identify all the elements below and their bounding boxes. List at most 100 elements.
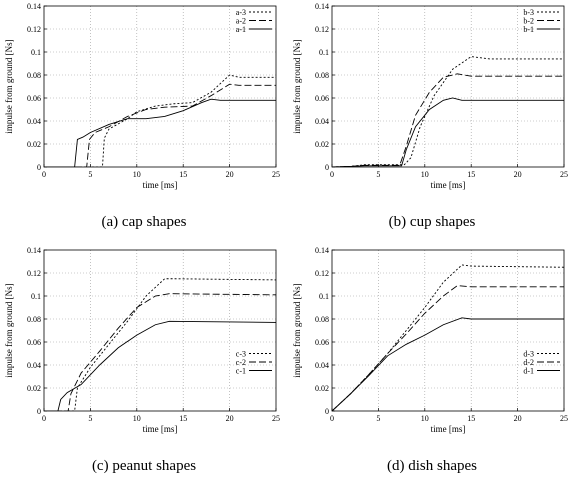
y-tick-label: 0.04 xyxy=(315,361,329,370)
y-tick-label: 0.1 xyxy=(31,48,41,57)
y-tick-label: 0.1 xyxy=(319,292,329,301)
x-tick-label: 0 xyxy=(330,414,334,423)
legend-label-b-2: b-2 xyxy=(523,17,534,26)
y-tick-label: 0 xyxy=(325,407,329,416)
x-tick-label: 20 xyxy=(514,170,522,179)
x-tick-label: 25 xyxy=(272,414,280,423)
legend-label-c-1: c-1 xyxy=(236,367,246,376)
chart-caption-a: (a) cap shapes xyxy=(101,214,187,230)
y-tick-label: 0.06 xyxy=(315,94,329,103)
chart-panel-b: 0 5 10 15 20 25 0 0.02 0.04 0.06 0.08 0.1 0.12 0.14 ti… xyxy=(288,0,576,242)
chart-caption-b: (b) cup shapes xyxy=(388,214,476,230)
y-tick-label: 0 xyxy=(37,163,41,172)
legend-label-d-2: d-2 xyxy=(523,358,534,367)
chart-panel-c: 0 5 10 15 20 25 0 0.02 0.04 0.06 0.08 0.1 0.12 0.14 ti… xyxy=(0,244,288,486)
series-line-a-3 xyxy=(44,74,276,167)
legend-label-a-3: a-3 xyxy=(236,8,246,17)
x-tick-label: 15 xyxy=(179,414,187,423)
y-tick-label: 0.12 xyxy=(315,269,329,278)
y-tick-label: 0.06 xyxy=(315,338,329,347)
y-tick-label: 0 xyxy=(37,407,41,416)
legend-label-b-3: b-3 xyxy=(523,8,534,17)
x-tick-label: 25 xyxy=(560,414,568,423)
y-tick-label: 0.02 xyxy=(315,140,329,149)
legend-label-b-1: b-1 xyxy=(523,25,534,34)
y-tick-label: 0.14 xyxy=(315,2,329,11)
legend-label-d-1: d-1 xyxy=(523,367,534,376)
series-line-b-2 xyxy=(332,73,564,167)
x-tick-label: 0 xyxy=(42,170,46,179)
chart-b: 0 5 10 15 20 25 0 0.02 0.04 0.06 0.08 0.1 0.12 0.14 ti… xyxy=(292,2,568,190)
x-axis-label: time [ms] xyxy=(431,180,466,190)
y-tick-label: 0.04 xyxy=(27,117,41,126)
y-tick-label: 0.06 xyxy=(27,94,41,103)
series-line-c-1 xyxy=(44,320,276,411)
series-line-b-3 xyxy=(332,56,564,167)
x-tick-label: 5 xyxy=(376,414,380,423)
x-tick-label: 5 xyxy=(376,170,380,179)
x-tick-label: 10 xyxy=(421,170,429,179)
plot-frame xyxy=(331,249,565,412)
chart-c: 0 5 10 15 20 25 0 0.02 0.04 0.06 0.08 0.1 0.12 0.14 ti… xyxy=(4,246,280,434)
x-tick-label: 10 xyxy=(133,170,141,179)
x-tick-label: 15 xyxy=(179,170,187,179)
y-tick-label: 0.04 xyxy=(27,361,41,370)
series-line-a-1 xyxy=(44,98,276,167)
x-tick-label: 15 xyxy=(467,170,475,179)
x-tick-label: 20 xyxy=(226,414,234,423)
y-tick-label: 0.08 xyxy=(27,315,41,324)
chart-panel-a: 0 5 10 15 20 25 0 0.02 0.04 0.06 0.08 0.1 0.12 0.14 ti… xyxy=(0,0,288,242)
y-tick-label: 0.1 xyxy=(319,48,329,57)
y-tick-label: 0.04 xyxy=(315,117,329,126)
y-tick-label: 0.08 xyxy=(315,315,329,324)
chart-caption-d: (d) dish shapes xyxy=(387,458,477,474)
x-tick-label: 5 xyxy=(88,170,92,179)
plot-frame xyxy=(43,5,277,168)
x-axis-label: time [ms] xyxy=(143,424,178,434)
y-tick-label: 0.06 xyxy=(27,338,41,347)
series-line-c-2 xyxy=(44,293,276,411)
x-tick-label: 10 xyxy=(133,414,141,423)
y-axis-label: impulse from ground [Ns] xyxy=(292,39,302,133)
y-tick-label: 0.14 xyxy=(27,2,41,11)
y-axis-label: impulse from ground [Ns] xyxy=(4,39,14,133)
x-tick-label: 0 xyxy=(330,170,334,179)
y-tick-label: 0.14 xyxy=(27,246,41,255)
series-line-d-3 xyxy=(332,264,564,411)
y-axis-label: impulse from ground [Ns] xyxy=(292,283,302,377)
legend-label-c-2: c-2 xyxy=(236,358,246,367)
series-line-d-1 xyxy=(332,317,564,411)
y-tick-label: 0.02 xyxy=(315,384,329,393)
y-tick-label: 0.12 xyxy=(315,25,329,34)
x-tick-label: 0 xyxy=(42,414,46,423)
plot-frame xyxy=(43,249,277,412)
x-tick-label: 25 xyxy=(560,170,568,179)
x-tick-label: 10 xyxy=(421,414,429,423)
chart-d: 0 5 10 15 20 25 0 0.02 0.04 0.06 0.08 0.1 0.12 0.14 ti… xyxy=(292,246,568,434)
legend-label-a-2: a-2 xyxy=(236,17,246,26)
y-tick-label: 0.02 xyxy=(27,140,41,149)
y-tick-label: 0.1 xyxy=(31,292,41,301)
x-tick-label: 5 xyxy=(88,414,92,423)
y-tick-label: 0.12 xyxy=(27,25,41,34)
series-line-a-2 xyxy=(44,83,276,167)
chart-panel-d: 0 5 10 15 20 25 0 0.02 0.04 0.06 0.08 0.1 0.12 0.14 ti… xyxy=(288,244,576,486)
chart-caption-c: (c) peanut shapes xyxy=(91,458,197,474)
y-axis-label: impulse from ground [Ns] xyxy=(4,283,14,377)
y-tick-label: 0.14 xyxy=(315,246,329,255)
y-tick-label: 0.08 xyxy=(27,71,41,80)
plot-frame xyxy=(331,5,565,168)
series-line-c-3 xyxy=(44,278,276,411)
series-line-d-2 xyxy=(332,285,564,411)
y-tick-label: 0.08 xyxy=(315,71,329,80)
x-tick-label: 20 xyxy=(226,170,234,179)
x-tick-label: 20 xyxy=(514,414,522,423)
legend-label-d-3: d-3 xyxy=(523,350,534,359)
x-axis-label: time [ms] xyxy=(143,180,178,190)
legend-label-a-1: a-1 xyxy=(236,25,246,34)
y-tick-label: 0 xyxy=(325,163,329,172)
series-line-b-1 xyxy=(332,97,564,167)
x-axis-label: time [ms] xyxy=(431,424,466,434)
x-tick-label: 15 xyxy=(467,414,475,423)
legend-label-c-3: c-3 xyxy=(236,350,246,359)
